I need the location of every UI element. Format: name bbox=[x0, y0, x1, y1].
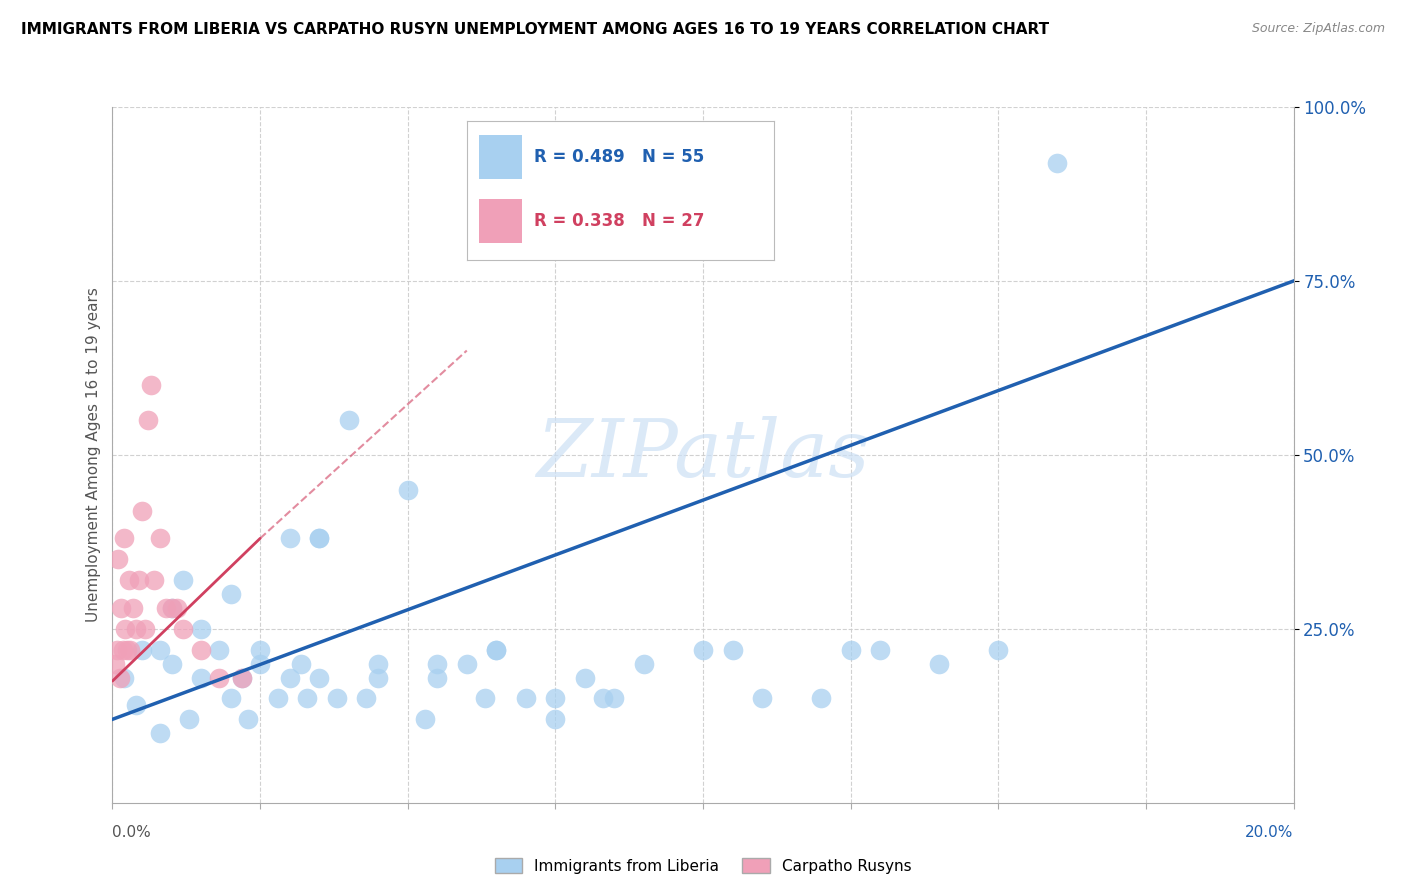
Point bbox=[574, 671, 596, 685]
Point bbox=[179, 712, 201, 726]
Point bbox=[356, 691, 378, 706]
Point bbox=[219, 587, 242, 601]
Legend: Immigrants from Liberia, Carpatho Rusyns: Immigrants from Liberia, Carpatho Rusyns bbox=[488, 852, 918, 880]
Point bbox=[474, 691, 496, 706]
Point bbox=[131, 642, 153, 657]
Point bbox=[208, 671, 231, 685]
Point bbox=[118, 573, 141, 587]
Point bbox=[114, 622, 136, 636]
Point bbox=[278, 671, 301, 685]
Point bbox=[515, 691, 537, 706]
Text: 20.0%: 20.0% bbox=[1246, 825, 1294, 840]
Point bbox=[112, 642, 135, 657]
Point bbox=[104, 657, 127, 671]
Point bbox=[426, 671, 449, 685]
Point bbox=[426, 657, 449, 671]
Point bbox=[190, 671, 212, 685]
Point bbox=[633, 657, 655, 671]
Point bbox=[125, 698, 148, 713]
Point bbox=[160, 657, 183, 671]
Point bbox=[110, 601, 132, 615]
Point bbox=[131, 503, 153, 517]
Text: IMMIGRANTS FROM LIBERIA VS CARPATHO RUSYN UNEMPLOYMENT AMONG AGES 16 TO 19 YEARS: IMMIGRANTS FROM LIBERIA VS CARPATHO RUSY… bbox=[21, 22, 1049, 37]
Point bbox=[112, 532, 135, 546]
Point bbox=[231, 671, 253, 685]
Point bbox=[155, 601, 177, 615]
Point bbox=[128, 573, 150, 587]
Point bbox=[869, 642, 891, 657]
Text: 0.0%: 0.0% bbox=[112, 825, 152, 840]
Point bbox=[839, 642, 862, 657]
Point bbox=[231, 671, 253, 685]
Point bbox=[149, 642, 172, 657]
Point bbox=[267, 691, 290, 706]
Point bbox=[172, 622, 194, 636]
Point bbox=[142, 573, 165, 587]
Point bbox=[367, 657, 389, 671]
Point bbox=[108, 671, 131, 685]
Text: Source: ZipAtlas.com: Source: ZipAtlas.com bbox=[1251, 22, 1385, 36]
Point bbox=[117, 642, 138, 657]
Point bbox=[308, 532, 330, 546]
Point bbox=[219, 691, 242, 706]
Point bbox=[190, 622, 212, 636]
Point bbox=[208, 642, 231, 657]
Point bbox=[308, 532, 330, 546]
Point bbox=[928, 657, 950, 671]
Text: ZIPatlas: ZIPatlas bbox=[536, 417, 870, 493]
Point bbox=[415, 712, 437, 726]
Point bbox=[308, 671, 330, 685]
Point bbox=[249, 642, 271, 657]
Point bbox=[367, 671, 389, 685]
Point bbox=[136, 413, 159, 427]
Point bbox=[172, 573, 194, 587]
Point bbox=[1046, 155, 1069, 169]
Point bbox=[485, 642, 508, 657]
Point bbox=[603, 691, 626, 706]
Point bbox=[297, 691, 319, 706]
Point bbox=[120, 642, 142, 657]
Y-axis label: Unemployment Among Ages 16 to 19 years: Unemployment Among Ages 16 to 19 years bbox=[86, 287, 101, 623]
Point bbox=[751, 691, 773, 706]
Point bbox=[485, 642, 508, 657]
Point bbox=[134, 622, 156, 636]
Point bbox=[337, 413, 360, 427]
Point bbox=[987, 642, 1010, 657]
Point bbox=[112, 671, 135, 685]
Point bbox=[149, 532, 172, 546]
Point bbox=[160, 601, 183, 615]
Point bbox=[125, 622, 148, 636]
Point bbox=[810, 691, 832, 706]
Point bbox=[290, 657, 312, 671]
Point bbox=[149, 726, 172, 740]
Point bbox=[326, 691, 349, 706]
Point bbox=[249, 657, 271, 671]
Point bbox=[544, 712, 567, 726]
Point bbox=[592, 691, 614, 706]
Point bbox=[160, 601, 183, 615]
Point bbox=[166, 601, 188, 615]
Point bbox=[396, 483, 419, 497]
Point bbox=[544, 691, 567, 706]
Point bbox=[107, 552, 129, 566]
Point bbox=[456, 657, 478, 671]
Point bbox=[105, 642, 128, 657]
Point bbox=[692, 642, 714, 657]
Point bbox=[190, 642, 212, 657]
Point bbox=[278, 532, 301, 546]
Point bbox=[721, 642, 744, 657]
Point bbox=[122, 601, 145, 615]
Point bbox=[139, 378, 162, 392]
Point bbox=[238, 712, 260, 726]
